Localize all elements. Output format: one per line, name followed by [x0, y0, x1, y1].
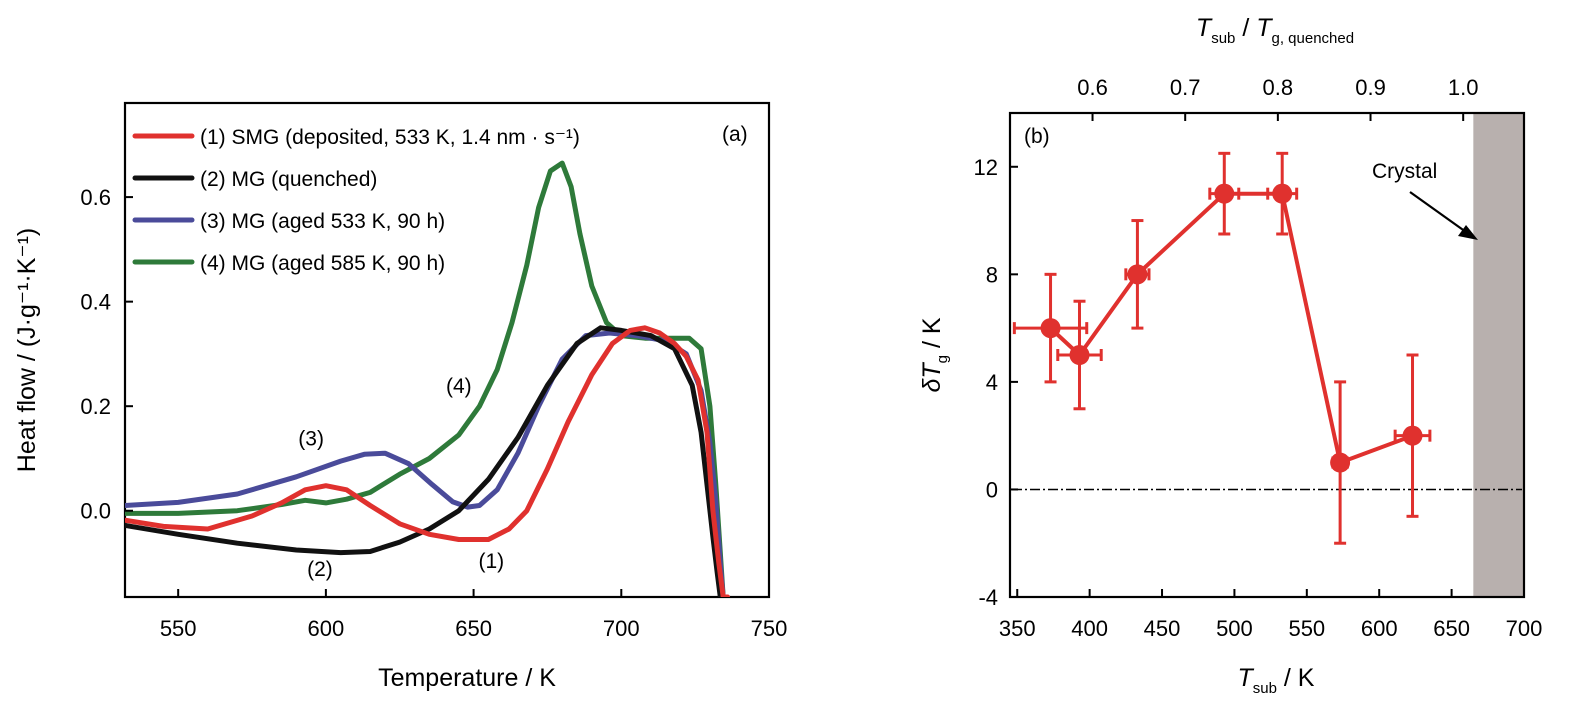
panel-b-data [1012, 151, 1432, 545]
curve-annotation: (3) [298, 427, 324, 450]
x-tick-label: 600 [308, 616, 345, 641]
data-point [1330, 380, 1351, 545]
crystal-arrow [1409, 191, 1478, 240]
panel-b-top-x-label: Tsub / Tg, quenched [1196, 14, 1354, 47]
x-tick-label: 550 [1288, 616, 1325, 641]
y-tick-label: 4 [986, 370, 998, 395]
legend-entry: (3) MG (aged 533 K, 90 h) [200, 210, 445, 233]
x-tick-label: 600 [1361, 616, 1398, 641]
panel-a-annotations: (1) (2) (3) (4) [298, 375, 504, 581]
curve-annotation: (2) [307, 558, 333, 581]
data-point [1393, 353, 1432, 518]
y-tick-label: 0.6 [80, 185, 111, 210]
y-tick-label: 12 [974, 155, 998, 180]
data-point [1266, 151, 1299, 236]
panel-b-y-label: δTg / K [918, 317, 951, 392]
panel-b-frame [1008, 111, 1526, 599]
panel-a-frame [123, 101, 771, 599]
panel-b-x-label: Tsub / K [1238, 664, 1315, 697]
series-line-1 [125, 325, 731, 597]
crystal-label: Crystal [1372, 160, 1437, 183]
data-marker [1040, 318, 1061, 339]
panel-a-heat-flow-chart: 550 600 650 700 750 0.0 0.2 0.4 0.6 (1) (2) (3) (4)… [13, 101, 787, 692]
data-marker [1069, 345, 1090, 365]
panel-a-ticks: 550 600 650 700 750 0.0 0.2 0.4 0.6 [80, 185, 787, 641]
series-line-2 [125, 325, 725, 597]
data-point [1056, 299, 1103, 411]
data-point [1124, 219, 1151, 330]
x-tick-label: 700 [1506, 616, 1543, 641]
data-marker [1402, 425, 1423, 446]
x-tick-label: 400 [1071, 616, 1108, 641]
panel-a-curves [125, 160, 731, 597]
data-point [1012, 272, 1089, 384]
panel-b-label: (b) [1024, 125, 1050, 148]
x-tick-label: 750 [751, 616, 788, 641]
series-line-4 [125, 160, 728, 597]
panel-b-delta-tg-chart: 350 400 450 500 550 600 650 700 -4 0 4 8 12 0.6 0.7 0.8… [918, 14, 1542, 697]
legend-entry: (2) MG (quenched) [200, 168, 377, 191]
panel-b-ticks: 350 400 450 500 550 600 650 700 -4 0 4 8 12 0.6 0.7 0.8… [974, 75, 1543, 641]
x-tick-label: 700 [603, 616, 640, 641]
curve-annotation: (4) [446, 375, 472, 398]
data-marker [1330, 452, 1351, 473]
panel-a-y-label: Heat flow / (J·g⁻¹·K⁻¹) [13, 228, 41, 472]
y-tick-label: -4 [978, 585, 998, 610]
x-tick-label: 500 [1216, 616, 1253, 641]
legend-entry: (4) MG (aged 585 K, 90 h) [200, 252, 445, 275]
y-tick-label: 0.2 [80, 394, 111, 419]
top-tick-label: 0.9 [1355, 75, 1386, 100]
y-tick-label: 0.0 [80, 499, 111, 524]
x-tick-label: 550 [160, 616, 197, 641]
series-line-3 [125, 330, 728, 597]
data-point [1208, 151, 1241, 236]
y-tick-label: 8 [986, 262, 998, 287]
legend-entry: (1) SMG (deposited, 533 K, 1.4 nm · s⁻¹) [200, 126, 580, 149]
data-marker [1214, 183, 1235, 204]
series-line [1049, 191, 1414, 465]
x-tick-label: 350 [999, 616, 1036, 641]
crystal-region [1473, 113, 1524, 597]
data-marker [1272, 183, 1293, 204]
y-tick-label: 0.4 [80, 290, 111, 315]
top-tick-label: 0.6 [1077, 75, 1108, 100]
curve-annotation: (1) [478, 550, 504, 573]
y-tick-label: 0 [986, 477, 998, 502]
top-tick-label: 1.0 [1448, 75, 1479, 100]
x-tick-label: 650 [455, 616, 492, 641]
panel-a-x-label: Temperature / K [378, 664, 556, 692]
top-tick-label: 0.8 [1263, 75, 1294, 100]
panel-a-label: (a) [722, 123, 748, 146]
x-tick-label: 650 [1433, 616, 1470, 641]
data-marker [1127, 264, 1148, 285]
top-tick-label: 0.7 [1170, 75, 1201, 100]
panel-a-legend: (1) SMG (deposited, 533 K, 1.4 nm · s⁻¹)… [132, 126, 580, 275]
x-tick-label: 450 [1144, 616, 1181, 641]
